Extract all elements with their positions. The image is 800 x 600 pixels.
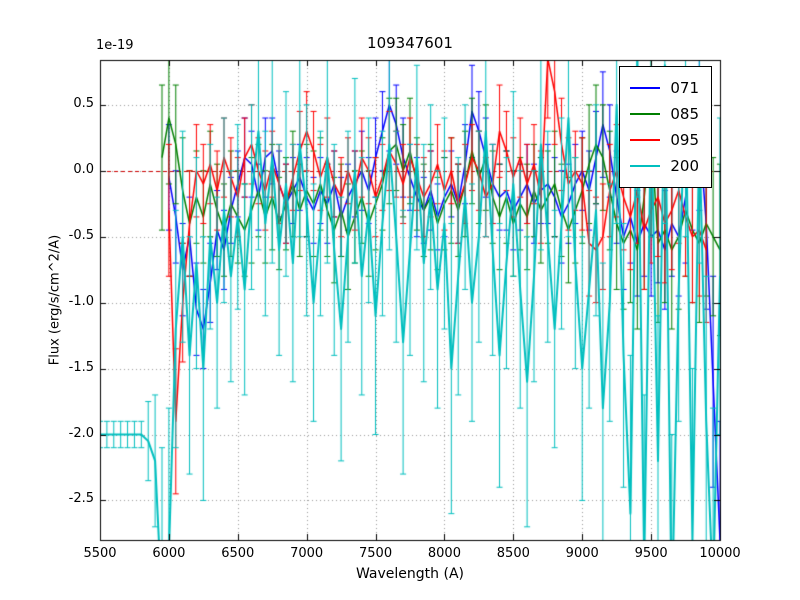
y-tick-label: -1.5 — [68, 359, 94, 375]
legend-entry: 200 — [630, 153, 699, 179]
legend: 071 085 095 200 — [619, 66, 712, 188]
legend-line-sample — [630, 139, 661, 141]
legend-label: 071 — [670, 78, 699, 97]
legend-line-sample — [630, 165, 661, 167]
legend-line-sample — [630, 87, 661, 89]
legend-label: 200 — [670, 156, 699, 175]
y-tick-label: -2.0 — [68, 425, 94, 441]
x-tick-label: 6000 — [152, 546, 186, 561]
y-tick-label: -0.5 — [68, 227, 94, 243]
y-tick-label: -1.0 — [68, 293, 94, 309]
x-tick-label: 9000 — [565, 546, 599, 561]
x-tick-label: 7000 — [290, 546, 324, 561]
legend-entry: 095 — [630, 127, 699, 153]
x-tick-label: 6500 — [221, 546, 255, 561]
legend-label: 085 — [670, 104, 699, 123]
x-tick-label: 8500 — [496, 546, 530, 561]
x-tick-label: 7500 — [359, 546, 393, 561]
x-tick-label: 9500 — [634, 546, 668, 561]
y-tick-label: 0.0 — [73, 161, 94, 177]
x-axis-label: Wavelength (A) — [355, 566, 464, 582]
y-tick-label: -2.5 — [68, 491, 94, 507]
legend-entry: 071 — [630, 75, 699, 101]
y-axis-offset-label: 1e-19 — [96, 38, 134, 53]
x-tick-label: 10000 — [699, 546, 741, 561]
chart-title: 109347601 — [367, 34, 453, 52]
y-tick-label: 0.5 — [73, 95, 94, 111]
x-tick-label: 8000 — [427, 546, 461, 561]
legend-line-sample — [630, 113, 661, 115]
legend-label: 095 — [670, 130, 699, 149]
x-tick-label: 5500 — [83, 546, 117, 561]
legend-entry: 085 — [630, 101, 699, 127]
